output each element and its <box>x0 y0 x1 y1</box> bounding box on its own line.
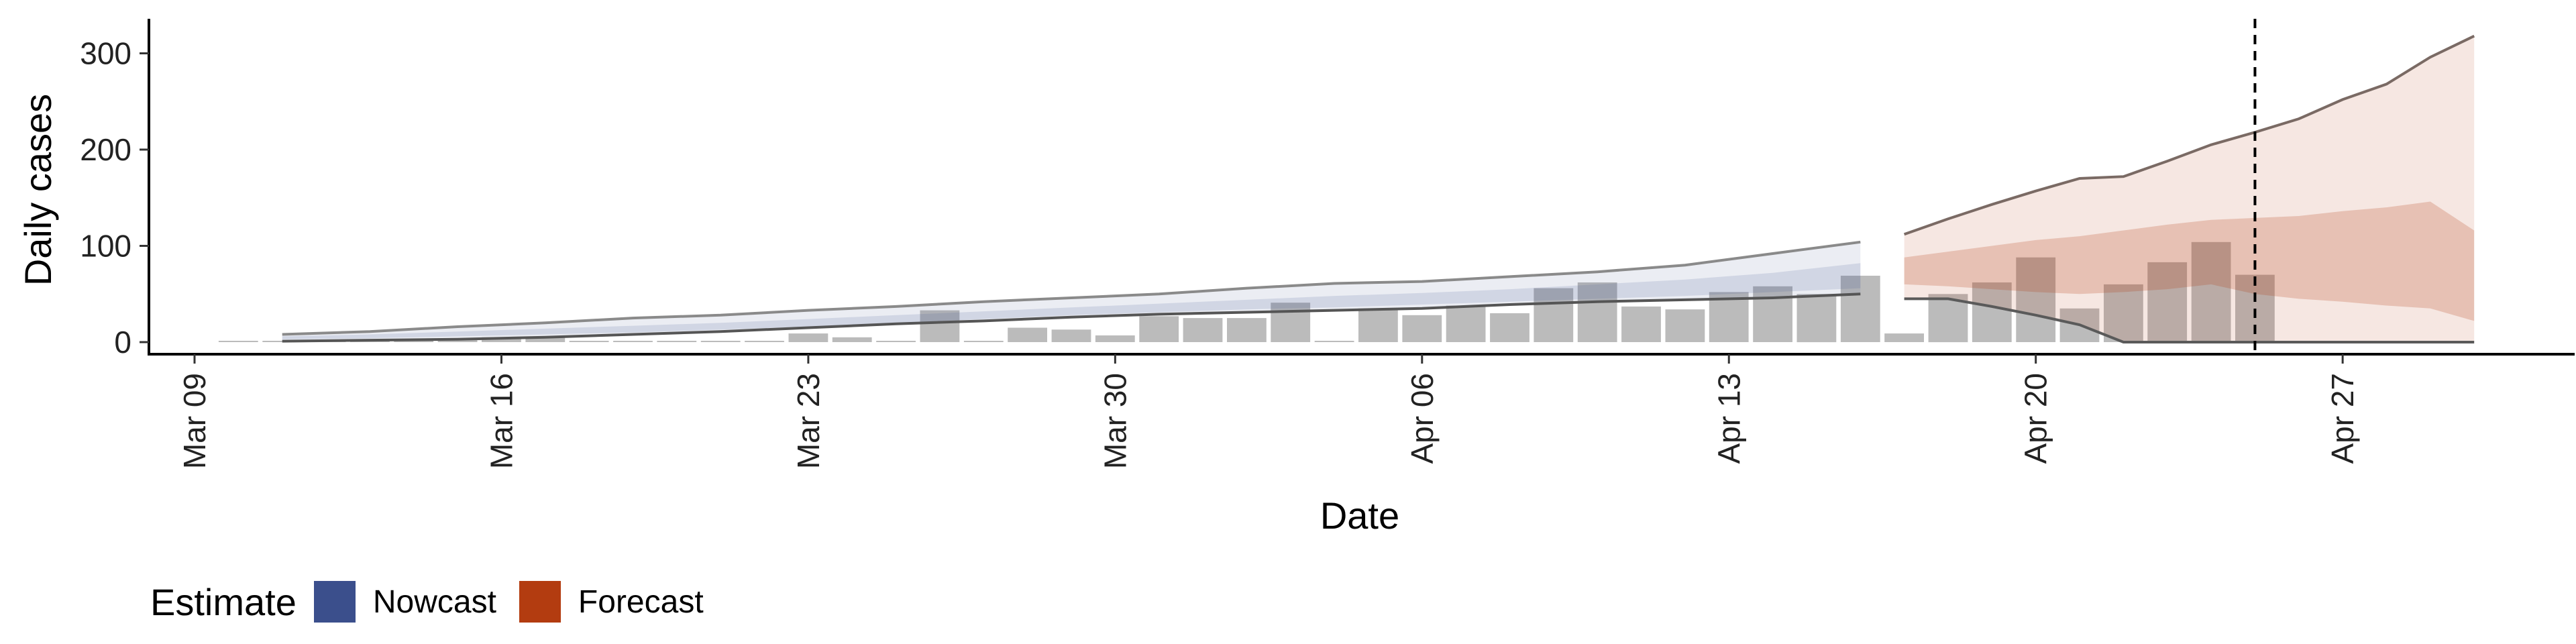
observed-bar <box>1358 308 1398 342</box>
observed-bar <box>963 341 1004 342</box>
observed-bar <box>1271 303 1311 342</box>
x-tick-label: Mar 09 <box>177 373 212 469</box>
x-tick-label: Apr 06 <box>1405 373 1440 464</box>
observed-bar <box>2191 241 2231 342</box>
observed-bar <box>1796 294 1837 343</box>
nowcast-lower-line <box>282 292 1861 343</box>
observed-bar <box>1446 305 1486 342</box>
observed-bar <box>2104 284 2143 342</box>
observed-bar <box>1753 286 1792 342</box>
observed-bar <box>700 341 741 342</box>
observed-bar <box>920 310 960 342</box>
y-tick-label: 100 <box>80 229 131 264</box>
observed-bar <box>745 341 784 342</box>
observed-bar <box>2016 257 2056 342</box>
observed-bar <box>394 341 434 342</box>
observed-bar <box>1490 313 1529 342</box>
legend-label-nowcast: Nowcast <box>372 584 496 620</box>
y-axis-title: Daily cases <box>17 94 59 286</box>
observed-bar <box>1840 276 1880 342</box>
observed-bar <box>1051 329 1091 342</box>
forecast-lower-line <box>1904 297 2475 343</box>
y-tick-label: 0 <box>114 325 131 360</box>
nowcast-90-band <box>282 241 1861 341</box>
legend-item-nowcast: Nowcast <box>313 581 496 623</box>
observed-bar <box>1227 318 1267 342</box>
observed-bar <box>1314 341 1354 342</box>
plot-area <box>218 19 2475 354</box>
observed-bar <box>613 341 653 342</box>
observed-bar <box>218 341 258 342</box>
y-tick-label: 300 <box>80 36 131 71</box>
forecast-upper-line <box>1903 34 2475 236</box>
observed-bar <box>262 341 303 342</box>
observed-bar <box>1534 288 1574 342</box>
observed-bar <box>2147 262 2188 342</box>
observed-bar <box>1183 318 1223 342</box>
observed-bar <box>1884 333 1924 342</box>
forecast-90-band <box>1904 36 2475 342</box>
observed-bar <box>1139 316 1179 342</box>
forecast-50-band <box>1904 201 2475 321</box>
legend-swatch-nowcast <box>313 581 356 623</box>
legend: Estimate Nowcast Forecast <box>150 578 727 625</box>
observed-bar <box>1008 327 1047 342</box>
nowcast-upper-line <box>282 240 1861 336</box>
x-tick-label: Mar 30 <box>1097 373 1132 469</box>
observed-bar <box>525 337 566 342</box>
observed-bar <box>1972 282 2012 342</box>
legend-item-forecast: Forecast <box>519 581 704 623</box>
y-tick-label: 200 <box>80 132 131 167</box>
x-tick-label: Mar 16 <box>484 373 519 469</box>
legend-label-forecast: Forecast <box>578 584 704 620</box>
x-tick-label: Apr 27 <box>2325 373 2360 464</box>
observed-bar <box>1577 282 1617 342</box>
observed-bar <box>569 341 609 342</box>
x-axis-title: Date <box>1320 494 1399 537</box>
observed-bar <box>1621 306 1661 342</box>
observed-bar <box>657 341 697 342</box>
observed-bar <box>1665 309 1705 342</box>
observed-bar <box>788 333 828 342</box>
observed-bar <box>1095 335 1135 342</box>
legend-swatch-forecast <box>519 581 561 623</box>
observed-bar <box>482 337 521 342</box>
x-tick-label: Mar 23 <box>791 373 826 469</box>
axes: 0 100 200 300 Mar 09 Mar 16 Mar 23 Mar 30 Apr 06… <box>80 19 2575 469</box>
observed-bar <box>876 341 916 342</box>
observed-bar <box>1402 315 1442 342</box>
observed-bar <box>832 337 872 342</box>
x-tick-label: Apr 20 <box>2019 373 2053 464</box>
x-tick-label: Apr 13 <box>1711 373 1746 464</box>
legend-title: Estimate <box>150 580 297 623</box>
